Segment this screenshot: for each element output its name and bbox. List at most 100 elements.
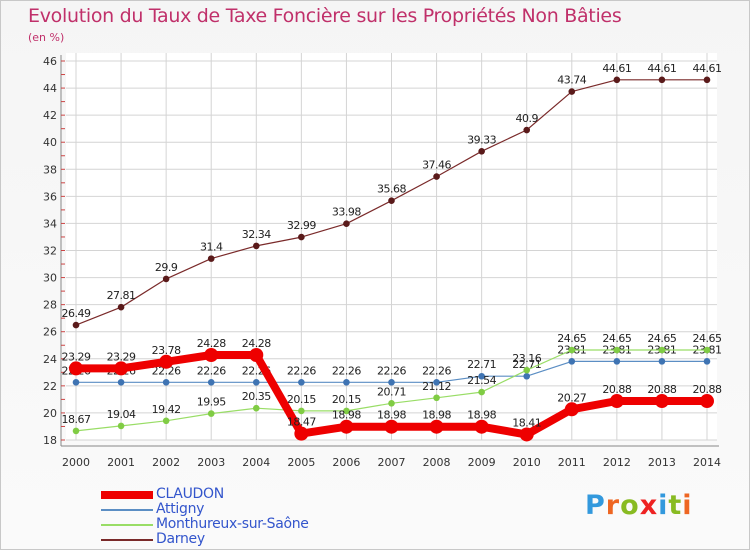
data-point-monthureux-sur-sa-ne	[207, 410, 215, 417]
data-point-claudon	[69, 361, 83, 376]
legend-swatch-monthureux	[101, 524, 153, 526]
data-point-monthureux-sur-sa-ne	[613, 346, 621, 354]
logo-letter: t	[668, 490, 683, 521]
y-tick-label: 24	[43, 353, 57, 366]
data-point-claudon	[339, 419, 354, 434]
data-label-darney: 37.46	[422, 159, 451, 172]
data-point-attigny	[568, 358, 576, 365]
data-label-darney: 44.61	[647, 62, 676, 75]
data-label-monthureux-sur-sa-ne: 20.15	[332, 393, 361, 406]
data-point-monthureux-sur-sa-ne	[658, 346, 666, 354]
data-label-monthureux-sur-sa-ne: 19.42	[152, 403, 181, 416]
data-point-darney	[298, 233, 305, 241]
x-tick-label: 2010	[513, 456, 541, 469]
data-point-darney	[478, 147, 485, 155]
x-tick-label: 2003	[197, 456, 225, 469]
data-label-monthureux-sur-sa-ne: 18.67	[62, 413, 91, 426]
legend-swatch-attigny	[101, 509, 153, 511]
legend-label-attigny: Attigny	[156, 501, 205, 517]
data-label-monthureux-sur-sa-ne: 21.54	[467, 374, 496, 387]
x-tick-label: 2013	[648, 456, 676, 469]
data-label-claudon: 18.98	[467, 409, 496, 422]
x-tick-label: 2014	[693, 456, 721, 469]
data-point-monthureux-sur-sa-ne	[72, 427, 80, 435]
data-label-attigny: 22.26	[197, 364, 226, 377]
data-label-claudon: 18.47	[287, 416, 316, 429]
data-point-darney	[523, 126, 531, 134]
legend-swatch-darney	[101, 539, 153, 541]
y-tick-label: 20	[43, 407, 57, 420]
data-label-claudon: 24.28	[242, 337, 271, 350]
y-tick-label: 34	[43, 217, 57, 230]
y-tick-label: 38	[43, 163, 57, 176]
data-point-claudon	[384, 419, 399, 434]
x-tick-label: 2004	[242, 456, 270, 469]
data-label-monthureux-sur-sa-ne: 24.65	[647, 332, 676, 345]
data-label-darney: 43.74	[557, 74, 586, 87]
x-tick-label: 2012	[603, 456, 631, 469]
data-label-claudon: 20.88	[693, 383, 722, 396]
data-point-monthureux-sur-sa-ne	[117, 422, 125, 430]
logo-letter: r	[605, 490, 621, 521]
data-label-claudon: 18.41	[512, 416, 541, 429]
data-point-claudon	[294, 426, 309, 441]
data-point-monthureux-sur-sa-ne	[523, 366, 531, 374]
data-point-darney	[162, 275, 170, 283]
legend-label-claudon: CLAUDON	[156, 486, 224, 502]
data-point-monthureux-sur-sa-ne	[162, 417, 170, 425]
data-label-darney: 33.98	[332, 206, 361, 219]
legend-swatch-claudon	[101, 491, 153, 499]
data-point-attigny	[162, 379, 170, 386]
data-label-monthureux-sur-sa-ne: 24.65	[693, 332, 722, 345]
y-tick-label: 32	[43, 245, 57, 258]
x-tick-label: 2000	[62, 456, 90, 469]
data-point-attigny	[433, 379, 440, 386]
data-point-monthureux-sur-sa-ne	[298, 407, 305, 415]
x-tick-label: 2002	[152, 456, 180, 469]
data-label-claudon: 23.29	[107, 350, 136, 363]
data-point-darney	[703, 76, 711, 84]
data-point-attigny	[117, 379, 125, 386]
data-label-claudon: 18.98	[422, 409, 451, 422]
y-tick-label: 28	[43, 299, 57, 312]
data-label-attigny: 22.71	[467, 358, 496, 371]
data-label-claudon: 18.98	[332, 409, 361, 422]
x-tick-label: 2008	[423, 456, 451, 469]
data-point-claudon	[204, 347, 219, 362]
data-point-attigny	[207, 379, 215, 386]
x-tick-label: 2005	[287, 456, 315, 469]
logo-letter: i	[658, 490, 669, 521]
data-point-attigny	[658, 358, 666, 365]
data-label-claudon: 20.88	[602, 383, 631, 396]
data-label-attigny: 22.26	[332, 364, 361, 377]
data-point-claudon	[114, 361, 129, 376]
data-point-monthureux-sur-sa-ne	[703, 346, 711, 354]
y-tick-label: 30	[43, 272, 57, 285]
data-point-attigny	[343, 379, 350, 386]
data-point-monthureux-sur-sa-ne	[568, 346, 576, 354]
x-tick-label: 2001	[107, 456, 135, 469]
data-point-claudon	[159, 354, 174, 369]
data-point-claudon	[564, 402, 579, 417]
logo-letter: i	[682, 490, 693, 521]
data-point-attigny	[72, 379, 80, 386]
data-point-darney	[433, 173, 440, 180]
data-label-attigny: 22.26	[287, 364, 316, 377]
chart-subtitle: (en %)	[28, 31, 65, 44]
data-label-monthureux-sur-sa-ne: 20.71	[377, 385, 406, 398]
data-point-claudon	[474, 419, 489, 434]
data-point-darney	[613, 76, 621, 84]
data-point-attigny	[388, 379, 395, 386]
data-point-attigny	[478, 372, 485, 380]
data-label-monthureux-sur-sa-ne: 19.95	[197, 396, 226, 409]
data-point-claudon	[429, 419, 444, 434]
data-label-monthureux-sur-sa-ne: 23.16	[512, 352, 541, 365]
y-tick-label: 26	[43, 326, 57, 339]
legend-label-darney: Darney	[156, 531, 205, 547]
data-label-darney: 32.34	[242, 228, 271, 241]
x-tick-label: 2007	[378, 456, 406, 469]
data-point-monthureux-sur-sa-ne	[252, 404, 260, 412]
data-label-darney: 26.49	[62, 307, 91, 320]
data-label-monthureux-sur-sa-ne: 24.65	[557, 332, 586, 345]
